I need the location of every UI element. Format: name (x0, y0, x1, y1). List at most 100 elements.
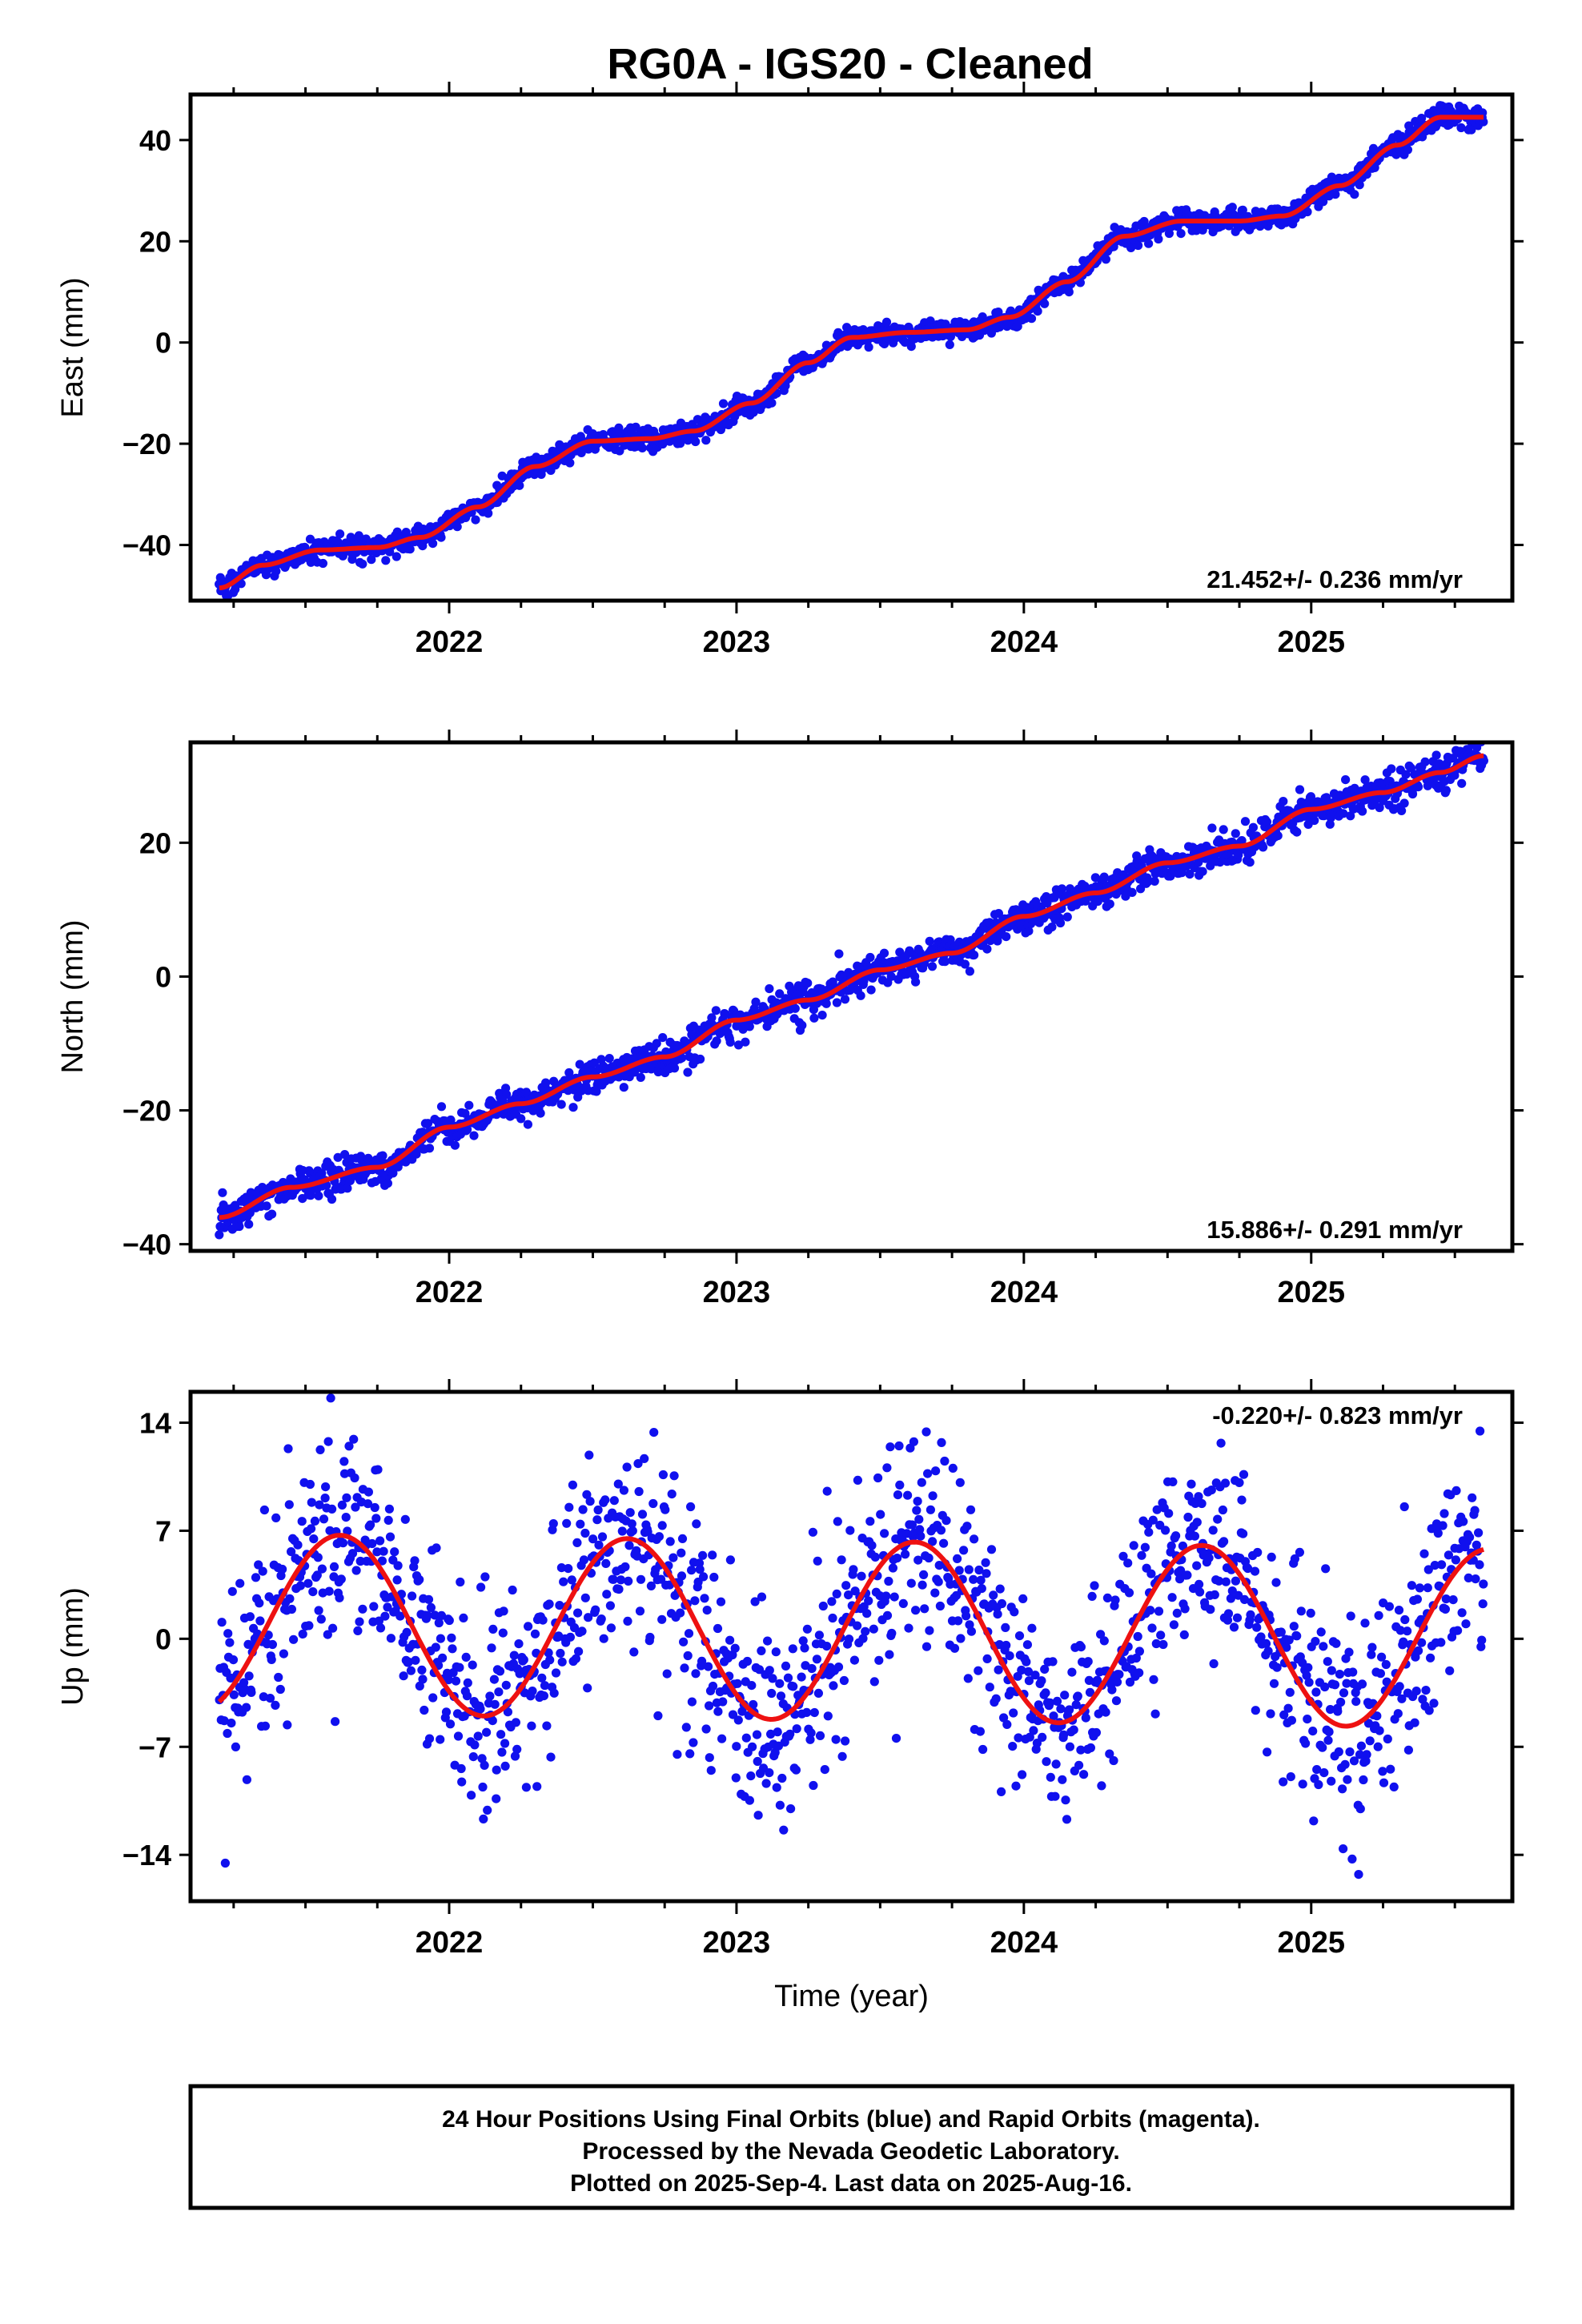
data-point (576, 1519, 585, 1529)
data-point (227, 1719, 236, 1728)
data-point (622, 1462, 632, 1472)
data-point (1011, 1781, 1021, 1791)
data-point (445, 1719, 456, 1729)
data-point (1099, 872, 1109, 882)
data-point (441, 1707, 452, 1717)
data-point (1146, 1569, 1156, 1578)
data-point (461, 1652, 471, 1662)
data-point (609, 1496, 619, 1506)
data-point (1357, 1679, 1367, 1689)
data-point (1191, 1498, 1200, 1508)
data-point (1152, 1505, 1162, 1514)
data-point (1421, 1686, 1431, 1695)
data-point (1341, 775, 1351, 785)
data-point (1101, 255, 1110, 264)
data-point (339, 1457, 349, 1466)
data-point (636, 1072, 645, 1082)
data-point (462, 1691, 472, 1701)
data-point (785, 1729, 795, 1739)
data-point (565, 1632, 576, 1642)
data-point (1195, 1579, 1204, 1589)
data-point (777, 1773, 787, 1783)
data-point (1102, 1593, 1112, 1602)
data-point (936, 1526, 946, 1535)
data-point (898, 1598, 908, 1608)
data-point (483, 1805, 492, 1815)
data-point (1334, 1747, 1343, 1757)
data-point (646, 1581, 656, 1590)
data-point (271, 1700, 280, 1710)
data-point (1169, 1620, 1178, 1630)
data-point (1290, 1554, 1299, 1564)
data-point (977, 1584, 986, 1594)
data-point (1339, 1688, 1349, 1698)
data-point (574, 1647, 584, 1656)
data-point (1286, 1772, 1295, 1782)
data-point (1065, 1705, 1074, 1715)
data-point (1407, 1581, 1416, 1590)
data-point (575, 1059, 584, 1069)
data-point (681, 1723, 691, 1732)
data-point (242, 1775, 251, 1784)
data-point (623, 1616, 632, 1626)
data-point (457, 1777, 467, 1787)
data-point (236, 579, 246, 589)
rate-label: 21.452+/- 0.236 mm/yr (1207, 565, 1463, 593)
data-point (1381, 1659, 1391, 1670)
data-point (1224, 221, 1234, 231)
data-point (555, 1601, 564, 1610)
data-point (315, 1445, 325, 1454)
data-point (1424, 1706, 1434, 1715)
data-point (1306, 792, 1315, 802)
data-point (970, 1534, 979, 1544)
data-point (592, 1087, 601, 1096)
data-point (436, 1102, 447, 1112)
data-point (1161, 1526, 1170, 1535)
data-point (1154, 234, 1163, 244)
data-point (600, 1495, 610, 1505)
x-tick-label: 2025 (1277, 625, 1345, 659)
data-point (417, 1665, 427, 1675)
data-point (225, 1638, 235, 1647)
data-point (840, 995, 850, 1004)
data-point (1064, 287, 1074, 297)
data-point (999, 1713, 1009, 1723)
data-point (733, 1679, 742, 1688)
data-point (982, 944, 992, 954)
data-point (906, 342, 916, 352)
data-point (1289, 1622, 1299, 1631)
data-point (605, 1601, 616, 1610)
data-point (1330, 1680, 1340, 1690)
footer-line-2: Processed by the Nevada Geodetic Laborat… (582, 2138, 1119, 2165)
data-point (706, 1766, 716, 1775)
data-point (864, 342, 873, 352)
data-point (1198, 866, 1207, 876)
data-point (1400, 1614, 1410, 1625)
data-point (1403, 1745, 1413, 1755)
data-point (911, 977, 921, 987)
data-point (700, 1594, 709, 1603)
data-point (1206, 1605, 1215, 1614)
data-point (763, 1636, 773, 1646)
data-point (627, 1519, 636, 1529)
data-point (837, 1751, 847, 1761)
data-point (1269, 1679, 1279, 1688)
data-point (1237, 1495, 1247, 1505)
data-point (436, 1610, 447, 1620)
data-point (827, 1597, 837, 1606)
data-point (699, 1572, 709, 1582)
data-point (1008, 1742, 1018, 1751)
data-point (1227, 203, 1237, 212)
data-point (323, 1630, 332, 1639)
data-point (1340, 1759, 1350, 1769)
data-point (1415, 1583, 1424, 1593)
data-point (523, 1120, 533, 1129)
data-point (335, 529, 345, 539)
data-point (733, 1040, 744, 1050)
data-point (1296, 1606, 1306, 1616)
data-point (1037, 1676, 1046, 1686)
data-point (1393, 1709, 1403, 1719)
data-point (613, 1479, 623, 1489)
data-point (1052, 1696, 1062, 1706)
